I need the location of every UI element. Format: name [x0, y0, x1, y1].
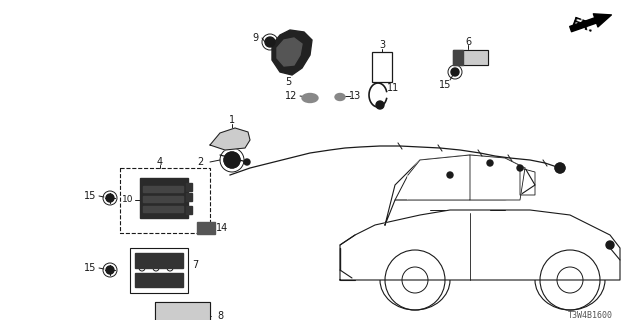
Text: T3W4B1600: T3W4B1600 [568, 310, 612, 319]
Text: 15: 15 [439, 80, 451, 90]
Text: 5: 5 [285, 77, 291, 87]
Circle shape [517, 165, 523, 171]
Text: 4: 4 [157, 157, 163, 167]
Circle shape [244, 159, 250, 165]
Ellipse shape [302, 93, 318, 102]
Polygon shape [385, 155, 535, 225]
FancyArrowPatch shape [570, 14, 611, 32]
Bar [186, 206, 192, 214]
Circle shape [606, 241, 614, 249]
Text: FR.: FR. [570, 16, 596, 36]
Ellipse shape [335, 93, 345, 100]
Text: 12: 12 [285, 91, 297, 101]
Circle shape [555, 163, 565, 173]
Bar [453, 50, 463, 65]
Bar [453, 50, 488, 65]
Bar [143, 186, 183, 192]
Bar [155, 302, 210, 320]
Bar [135, 253, 183, 268]
Text: 3: 3 [379, 40, 385, 50]
Text: 15: 15 [84, 191, 96, 201]
Circle shape [106, 266, 114, 274]
Bar [143, 206, 183, 212]
Polygon shape [277, 38, 302, 66]
Text: 7: 7 [192, 260, 198, 270]
Bar [186, 183, 192, 191]
Circle shape [224, 152, 240, 168]
Polygon shape [470, 155, 525, 200]
Polygon shape [210, 128, 250, 150]
Polygon shape [340, 210, 620, 280]
Bar [130, 248, 188, 293]
Circle shape [106, 194, 114, 202]
Circle shape [265, 37, 275, 47]
Circle shape [451, 68, 459, 76]
Polygon shape [408, 155, 470, 200]
Text: 14: 14 [216, 223, 228, 233]
Bar [453, 50, 488, 65]
Bar [186, 193, 192, 201]
Text: 9: 9 [252, 33, 258, 43]
Circle shape [487, 160, 493, 166]
Circle shape [447, 172, 453, 178]
Text: 6: 6 [465, 37, 471, 47]
Bar [372, 52, 392, 82]
Text: 11: 11 [387, 83, 399, 93]
Bar [120, 168, 210, 233]
Circle shape [376, 101, 384, 109]
Text: 8: 8 [217, 311, 223, 320]
Text: 10: 10 [122, 196, 134, 204]
Bar [155, 302, 210, 320]
Text: 2: 2 [197, 157, 203, 167]
Bar [197, 222, 215, 234]
Text: 15: 15 [84, 263, 96, 273]
Bar [140, 178, 188, 218]
Text: 1: 1 [229, 115, 235, 125]
Text: 13: 13 [349, 91, 361, 101]
Bar [135, 273, 183, 287]
Circle shape [224, 152, 240, 168]
Bar [143, 196, 183, 202]
Polygon shape [272, 30, 312, 75]
